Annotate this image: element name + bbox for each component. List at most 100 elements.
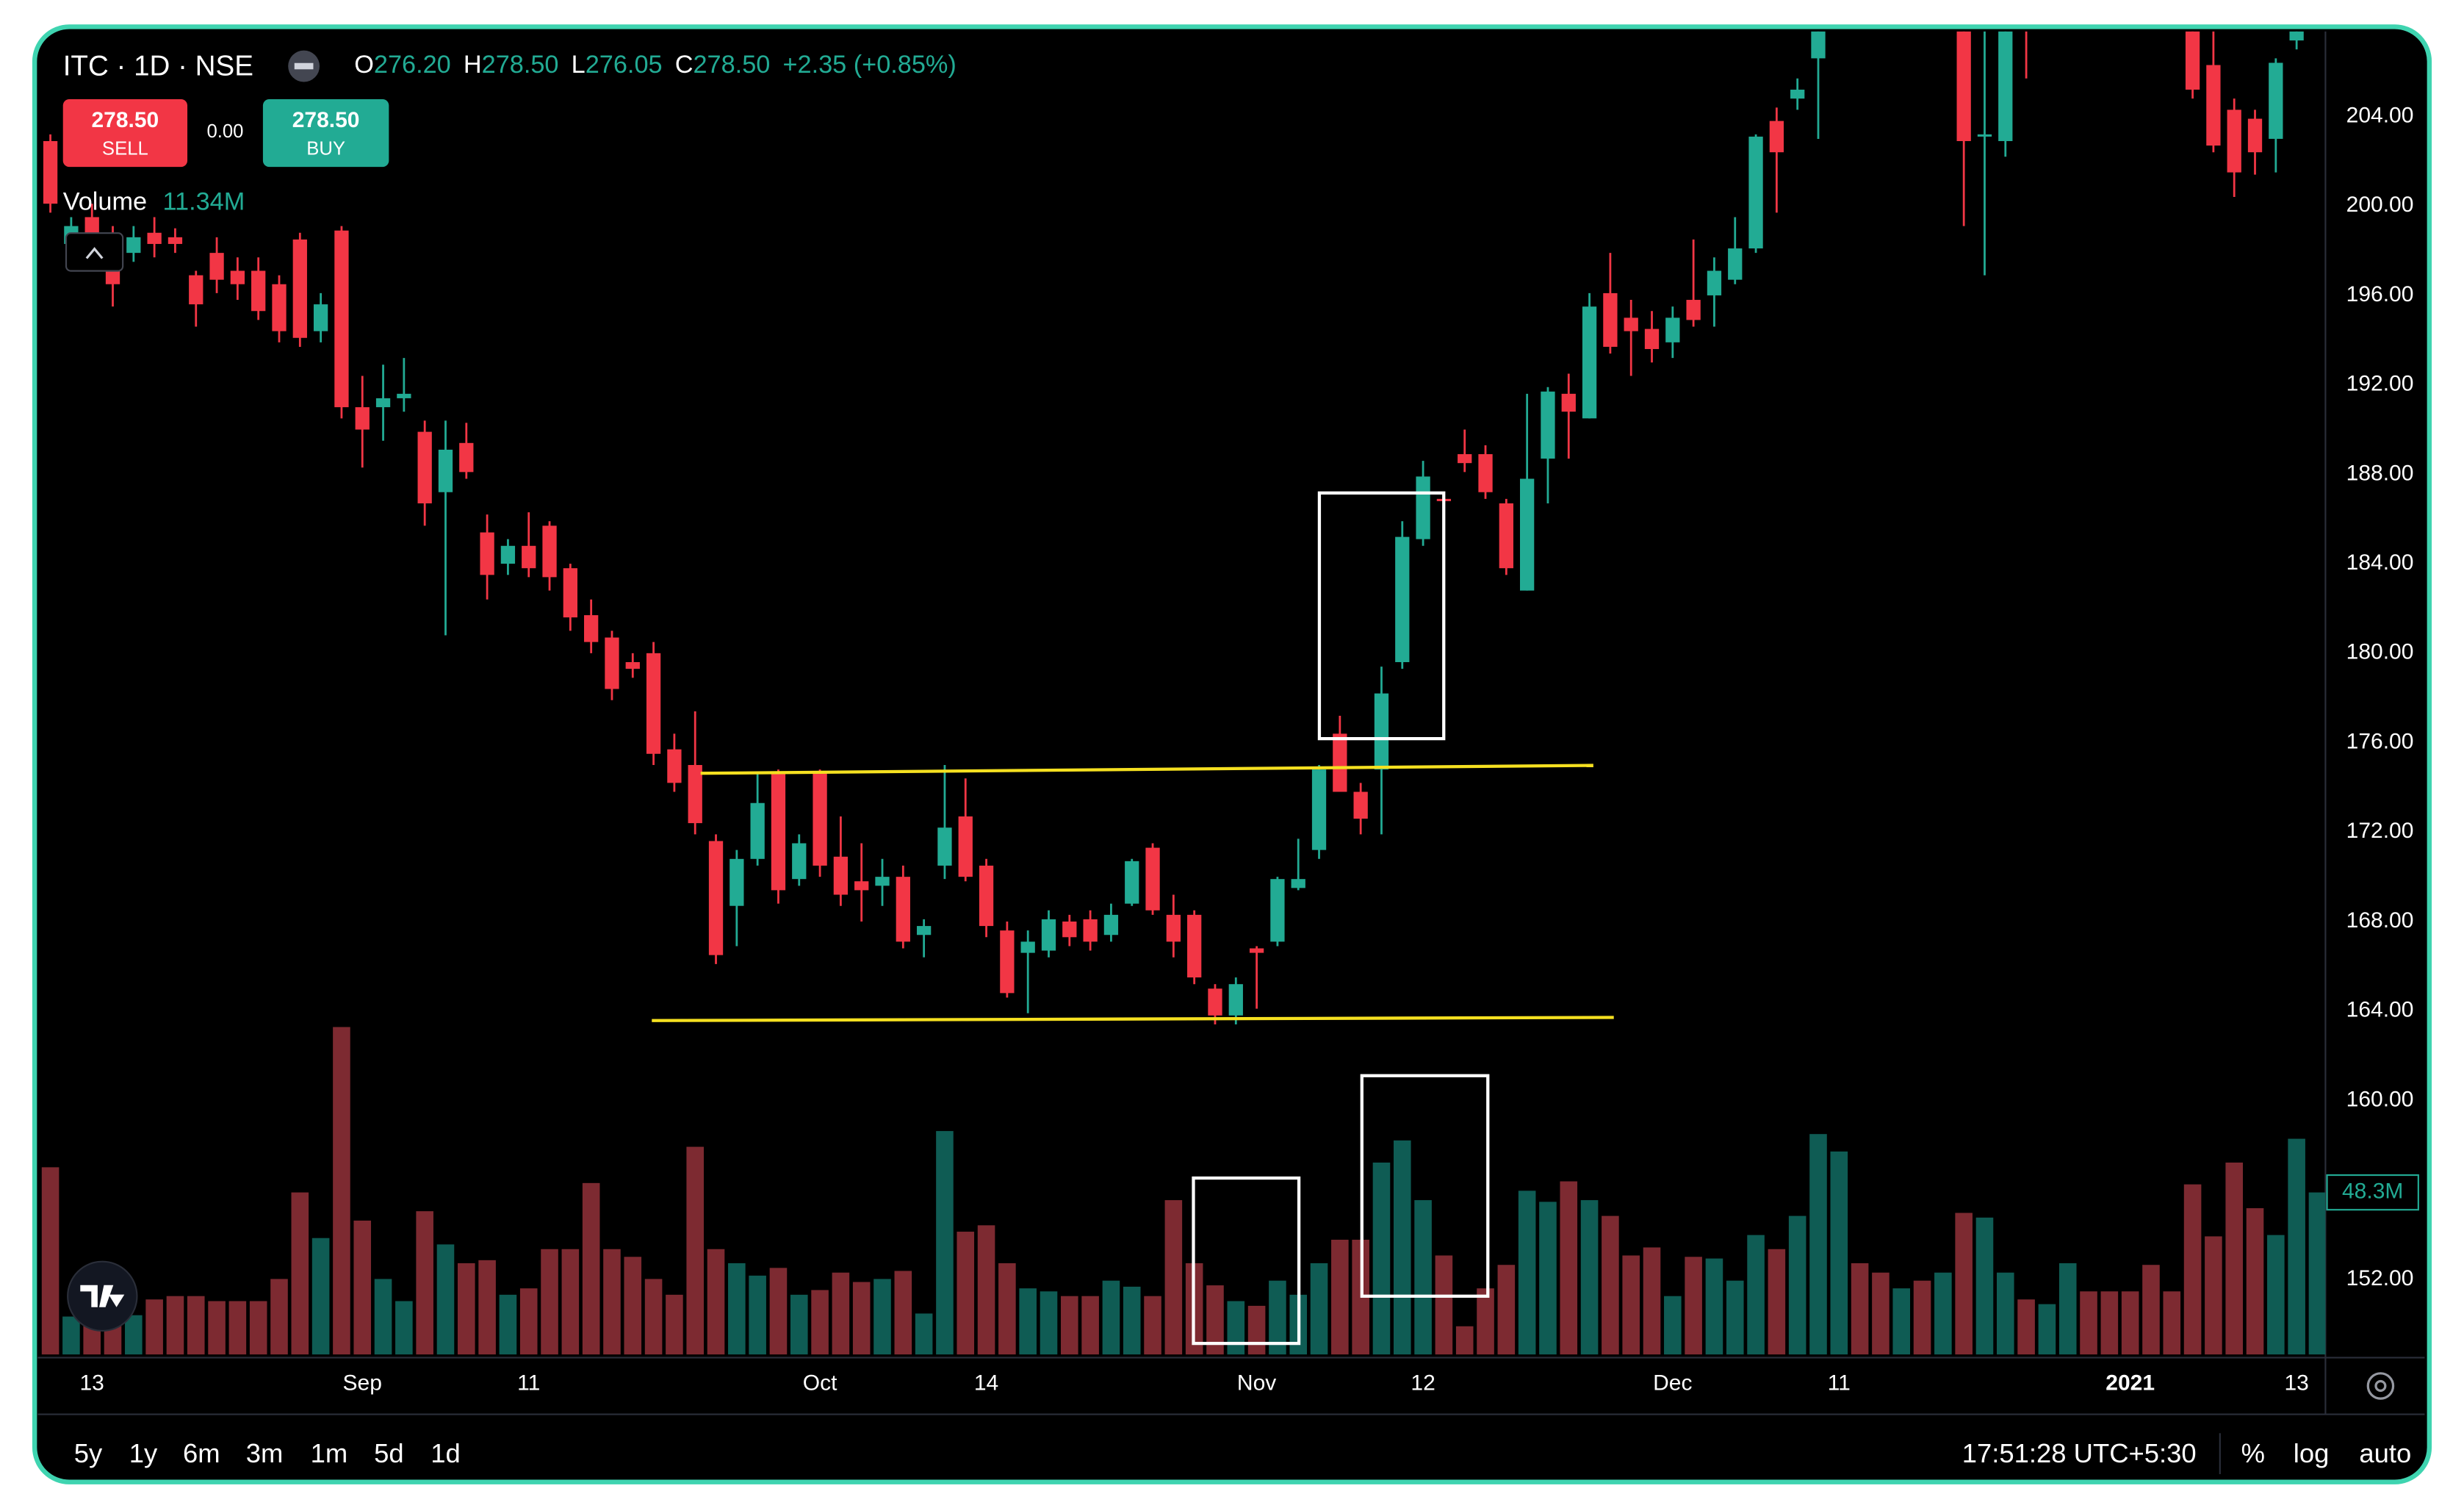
candle-body: [958, 816, 973, 877]
candle-body: [1686, 300, 1701, 320]
chevron: [85, 247, 104, 259]
volume-bar: [666, 1294, 683, 1355]
logo-mark: [80, 1285, 125, 1307]
price-pane: [43, 0, 2324, 1024]
sell-price: 278.50: [91, 108, 159, 132]
candle-body: [1665, 317, 1680, 342]
candle-body: [43, 140, 58, 204]
y-tick-label: 192.00: [2346, 372, 2414, 396]
x-tick-label: 13: [80, 1371, 104, 1396]
volume-bar: [873, 1279, 891, 1355]
volume-legend: Volume 11.34M: [63, 188, 245, 216]
volume-bar: [1455, 1326, 1474, 1355]
candle-body: [625, 662, 640, 669]
candle-body: [1062, 922, 1077, 938]
volume-bar: [2288, 1138, 2305, 1355]
x-tick-label: 11: [1828, 1371, 1851, 1396]
volume-bar: [2308, 1192, 2326, 1355]
candle-body: [126, 237, 141, 254]
auto-toggle[interactable]: auto: [2359, 1438, 2411, 1468]
trend-line: [700, 764, 1593, 775]
candle-body: [1624, 317, 1638, 331]
candle-body: [916, 926, 932, 935]
volume-bar: [1081, 1296, 1099, 1355]
candle-body: [1811, 31, 1826, 59]
candle-body: [1458, 454, 1472, 464]
volume-bar: [2183, 1184, 2202, 1355]
volume-bar: [41, 1167, 60, 1355]
volume-bar: [416, 1211, 433, 1355]
candle-body: [1478, 454, 1493, 492]
candle-body: [313, 304, 328, 331]
candle-body: [1790, 89, 1805, 99]
volume-bar: [2225, 1162, 2243, 1355]
change: +2.35 (+0.85%): [783, 51, 957, 79]
volume-bar: [353, 1220, 372, 1355]
range-button[interactable]: 5d: [374, 1438, 404, 1468]
candle-body: [1728, 248, 1743, 280]
volume-bar: [1539, 1202, 1557, 1355]
volume-bar: [2163, 1291, 2181, 1355]
volume-bar: [1414, 1200, 1432, 1355]
candle-body: [1270, 879, 1285, 942]
volume-bar: [1560, 1181, 1578, 1355]
volume-bar: [436, 1244, 455, 1355]
collapse-icon-bar: [294, 62, 314, 70]
y-tick-label: 200.00: [2346, 193, 2414, 217]
range-button[interactable]: 1d: [431, 1438, 461, 1468]
volume-bar: [1393, 1140, 1411, 1355]
candle-body: [1561, 393, 1576, 412]
range-bar: 5y 1y 6m 3m 1m 5d 1d: [74, 1438, 461, 1468]
candle-body: [2310, 0, 2324, 21]
candle-body: [1499, 503, 1513, 569]
candle-body: [1956, 31, 1971, 141]
buy-button[interactable]: 278.50 BUY: [262, 99, 389, 168]
candle-body: [875, 877, 890, 886]
logo[interactable]: [67, 1260, 138, 1332]
candle-body: [1748, 136, 1763, 249]
settings-icon[interactable]: [2366, 1372, 2395, 1400]
volume-bar: [1622, 1255, 1640, 1355]
candle-body: [937, 827, 952, 866]
volume-bar: [499, 1294, 517, 1355]
range-button[interactable]: 1m: [311, 1438, 348, 1468]
range-button[interactable]: 1y: [129, 1438, 158, 1468]
label: C: [675, 51, 694, 79]
sell-button[interactable]: 278.50 SELL: [62, 99, 188, 168]
candle-body: [1998, 31, 2013, 141]
candle-body: [1208, 988, 1222, 1016]
clock: 17:51:28 UTC+5:30: [1962, 1438, 2197, 1468]
volume-bar: [311, 1238, 330, 1355]
volume-bar: [270, 1279, 288, 1355]
volume-bar: [1872, 1272, 1890, 1355]
volume-bar: [2100, 1291, 2119, 1355]
range-button[interactable]: 6m: [183, 1438, 220, 1468]
candle-body: [209, 253, 224, 280]
candle-body: [1416, 476, 1430, 539]
candle-body: [500, 545, 516, 564]
label: H: [464, 51, 482, 79]
x-tick-label: 12: [1411, 1371, 1435, 1396]
volume-bar: [707, 1249, 725, 1355]
collapse-legend[interactable]: [65, 232, 124, 272]
gear-inner: [2374, 1379, 2387, 1393]
percent-toggle[interactable]: %: [2241, 1438, 2265, 1468]
volume-bar: [582, 1182, 600, 1355]
candle-body: [397, 393, 411, 398]
range-button[interactable]: 3m: [246, 1438, 284, 1468]
candle-body: [375, 398, 391, 408]
y-tick-label: 180.00: [2346, 640, 2414, 664]
x-tick-label: Dec: [1653, 1371, 1692, 1396]
volume-bar: [1206, 1285, 1224, 1355]
range-button[interactable]: 5y: [74, 1438, 103, 1468]
volume-bar: [2246, 1208, 2264, 1355]
highlight-box: [1192, 1176, 1301, 1346]
buy-price: 278.50: [292, 108, 360, 132]
value: 276.05: [586, 51, 663, 79]
candle-body: [688, 764, 702, 824]
candle-body: [1020, 941, 1035, 953]
candle-body: [251, 270, 266, 312]
log-toggle[interactable]: log: [2294, 1438, 2330, 1468]
candle-body: [1395, 536, 1410, 663]
